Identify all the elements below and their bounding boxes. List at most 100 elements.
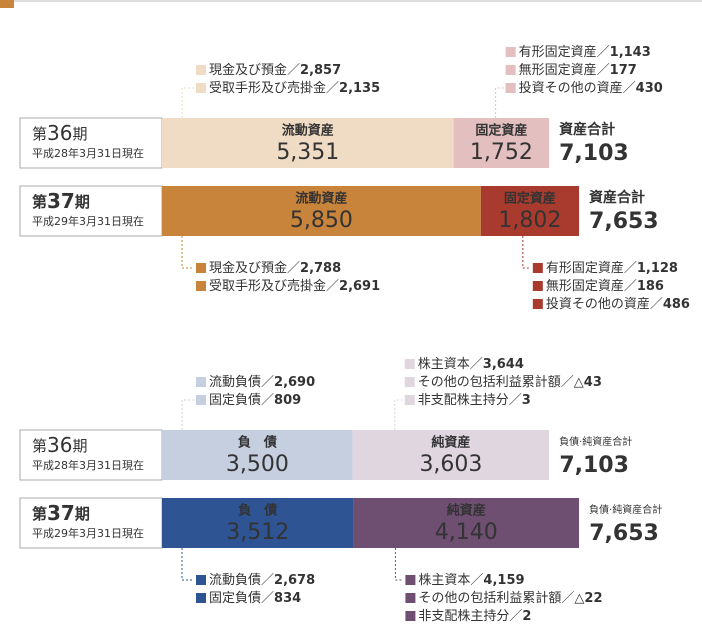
connector <box>394 548 404 581</box>
item-text: 現金及び預金／2,788 <box>209 260 341 276</box>
segment-value: 3,512 <box>226 520 289 545</box>
text-part: 1,143 <box>610 45 651 60</box>
text-part: 期 <box>72 437 87 455</box>
text-part: 非支配株主持分 <box>418 609 509 624</box>
text-part: ／ <box>561 591 574 606</box>
period-label: 第36期 <box>32 121 87 145</box>
period-box <box>19 185 163 237</box>
item-text: 非支配株主持分／3 <box>418 393 531 408</box>
text-part: 受取手形及び売掛金 <box>209 278 326 294</box>
text-part: ／ <box>509 609 522 624</box>
item-swatch <box>532 263 543 273</box>
item-text: その他の包括利益累計額／△43 <box>418 374 602 390</box>
item-text: 受取手形及び売掛金／2,135 <box>209 80 380 96</box>
text-part: 期 <box>75 505 90 523</box>
item-text: 有形固定資産／1,128 <box>546 260 678 276</box>
text-part: 固定負債 <box>209 393 261 408</box>
segment-name: 流動資産 <box>282 123 334 139</box>
text-part: 有形固定資産 <box>519 44 597 60</box>
text-part: 流動負債 <box>209 375 261 390</box>
text-part: 有形固定資産 <box>546 260 624 276</box>
text-part: 2,788 <box>300 261 341 276</box>
segment-value: 4,140 <box>435 520 498 545</box>
text-part: 1,128 <box>637 261 678 276</box>
item-swatch <box>196 263 206 273</box>
text-part: 現金及び預金 <box>209 260 287 276</box>
text-part: 第 <box>32 505 47 523</box>
header-mark <box>0 0 14 8</box>
item-swatch <box>532 299 543 309</box>
item-swatch <box>505 65 516 75</box>
segment-name: 純資産 <box>431 435 470 451</box>
segment-bar <box>352 430 550 480</box>
text-part: 2,678 <box>274 573 315 588</box>
text-part: 第 <box>32 193 47 211</box>
item-swatch <box>404 395 415 405</box>
text-part: ／ <box>261 591 274 606</box>
text-part: 第 <box>32 437 47 455</box>
item-swatch <box>196 65 206 75</box>
connector <box>495 87 504 118</box>
total-label: 負債·純資産合計 <box>559 435 632 448</box>
text-part: 2,690 <box>274 375 315 390</box>
item-swatch <box>196 575 206 585</box>
text-part: ／ <box>261 393 274 408</box>
segment-name: 負 債 <box>238 503 277 519</box>
connector <box>522 236 531 269</box>
item-text: 無形固定資産／177 <box>519 62 637 78</box>
connector <box>181 87 194 118</box>
text-part: 株主資本 <box>418 357 470 372</box>
text-part: 期 <box>75 193 90 211</box>
text-part: 834 <box>274 591 301 606</box>
item-text: 投資その他の資産／430 <box>519 80 663 96</box>
text-part: その他の包括利益累計額 <box>418 374 561 390</box>
segment-bar <box>480 186 580 236</box>
text-part: 4,159 <box>483 573 524 588</box>
text-part: ／ <box>623 81 636 96</box>
text-part: 固定負債 <box>209 591 261 606</box>
segment-bar <box>162 430 353 480</box>
item-swatch <box>196 281 206 291</box>
item-swatch <box>196 593 206 603</box>
period-date: 平成29年3月31日現在 <box>32 214 144 228</box>
item-text: 受取手形及び売掛金／2,691 <box>209 278 380 294</box>
text-part: ／ <box>470 357 483 372</box>
item-text: 株主資本／4,159 <box>418 573 524 588</box>
text-part: 流動負債 <box>209 573 261 588</box>
segment-value: 1,752 <box>470 140 533 165</box>
total-value: 7,653 <box>589 521 659 546</box>
item-swatch <box>505 83 516 93</box>
item-text: 無形固定資産／186 <box>546 278 664 294</box>
text-part: ／ <box>597 63 610 78</box>
total-value: 7,103 <box>559 141 629 166</box>
text-part: ／ <box>561 375 574 390</box>
text-part: 186 <box>637 279 664 294</box>
text-part: 第 <box>32 125 47 143</box>
period-date: 平成28年3月31日現在 <box>32 458 144 472</box>
connector <box>181 548 194 581</box>
item-swatch <box>196 83 206 93</box>
segment-value: 3,603 <box>419 452 482 477</box>
segment-bar <box>162 498 354 548</box>
item-text: 固定負債／834 <box>209 591 301 606</box>
segment-value: 1,802 <box>498 208 561 233</box>
item-swatch <box>404 377 415 387</box>
text-part: 37 <box>47 189 75 213</box>
text-part: 37 <box>47 501 75 525</box>
text-part: 現金及び預金 <box>209 62 287 78</box>
text-part: 36 <box>47 121 72 145</box>
total-value: 7,103 <box>559 453 629 478</box>
segment-name: 流動資産 <box>295 191 347 207</box>
total-label: 資産合計 <box>589 189 645 206</box>
period-label: 第37期 <box>32 189 90 213</box>
text-part: 2,135 <box>339 81 380 96</box>
item-text: 非支配株主持分／2 <box>418 609 531 624</box>
item-swatch <box>196 395 206 405</box>
item-text: 流動負債／2,678 <box>209 573 315 588</box>
segment-name: 固定資産 <box>475 123 527 139</box>
period-box <box>19 497 163 549</box>
total-label: 負債·純資産合計 <box>589 503 662 516</box>
text-part: ／ <box>287 63 300 78</box>
text-part: 株主資本 <box>418 573 470 588</box>
